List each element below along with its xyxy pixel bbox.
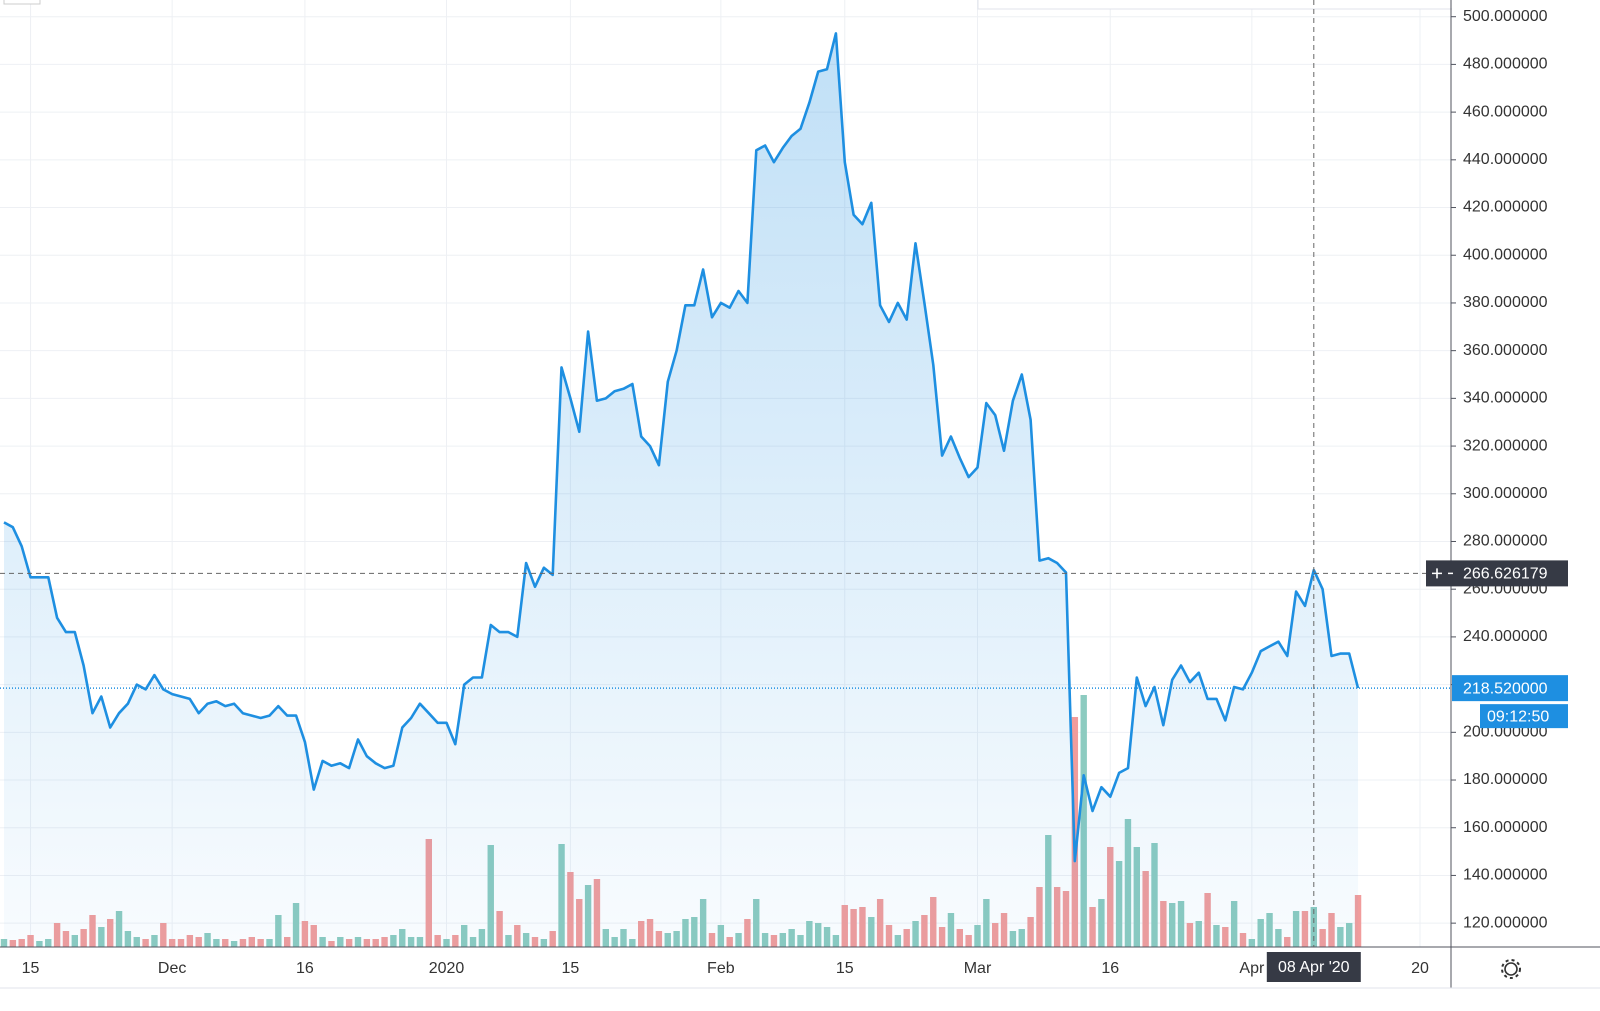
y-tick-label: 460.000000 bbox=[1463, 103, 1548, 120]
crosshair-date-tag bbox=[1266, 952, 1361, 982]
x-tick-label: Feb bbox=[707, 960, 735, 977]
x-tick-label: 15 bbox=[562, 960, 580, 977]
x-tick-label: Apr bbox=[1239, 960, 1265, 977]
legend-box bbox=[977, 0, 1469, 10]
countdown-tag bbox=[1480, 704, 1568, 729]
x-tick-label: 16 bbox=[296, 960, 314, 977]
axes: 120.000000 140.000000 160.000000 180.000000… bbox=[22, 8, 1548, 977]
last-price-label: 218.520000 bbox=[1463, 680, 1548, 697]
y-tick-label: 120.000000 bbox=[1463, 914, 1548, 931]
y-tick-label: 160.000000 bbox=[1463, 819, 1548, 836]
y-tick-label: 280.000000 bbox=[1463, 533, 1548, 550]
y-tick-label: 440.000000 bbox=[1463, 151, 1548, 168]
price-line bbox=[3, 32, 1360, 863]
y-tick-label: 420.000000 bbox=[1463, 199, 1548, 216]
y-tick-label: 400.000000 bbox=[1463, 246, 1548, 263]
countdown: 09:12:50 bbox=[1487, 708, 1549, 725]
y-tick-label: 360.000000 bbox=[1463, 342, 1548, 359]
x-tick-label: 2020 bbox=[429, 960, 465, 977]
x-tick-label: 15 bbox=[22, 960, 40, 977]
y-tick-label: 300.000000 bbox=[1463, 485, 1548, 502]
crosshair-plus bbox=[1432, 568, 1453, 579]
x-tick-label: Dec bbox=[158, 960, 186, 977]
x-tick-label: 15 bbox=[836, 960, 854, 977]
price-axis bbox=[1452, 0, 1600, 947]
crosshair-date-label: 08 Apr '20 bbox=[1278, 959, 1350, 976]
y-tick-label: 180.000000 bbox=[1463, 771, 1548, 788]
y-tick-label: 480.000000 bbox=[1463, 56, 1548, 73]
last-price-tag bbox=[1452, 675, 1568, 702]
settings-button[interactable] bbox=[1501, 959, 1521, 979]
toolbar-button[interactable] bbox=[3, 0, 41, 5]
y-tick-label: 500.000000 bbox=[1463, 8, 1548, 25]
x-tick-label: Mar bbox=[964, 960, 992, 977]
price-pane bbox=[0, 32, 1451, 947]
y-tick-label: 240.000000 bbox=[1463, 628, 1548, 645]
y-tick-label: 320.000000 bbox=[1463, 437, 1548, 454]
y-tick-label: 380.000000 bbox=[1463, 294, 1548, 311]
price-area bbox=[4, 33, 1359, 947]
x-tick-label: 16 bbox=[1101, 960, 1119, 977]
x-tick-label: 20 bbox=[1411, 960, 1429, 977]
y-tick-label: 140.000000 bbox=[1463, 867, 1548, 884]
crosshair-price-label: 266.626179 bbox=[1463, 566, 1548, 583]
y-tick-label: 340.000000 bbox=[1463, 390, 1548, 407]
volume-bar bbox=[1354, 895, 1362, 947]
